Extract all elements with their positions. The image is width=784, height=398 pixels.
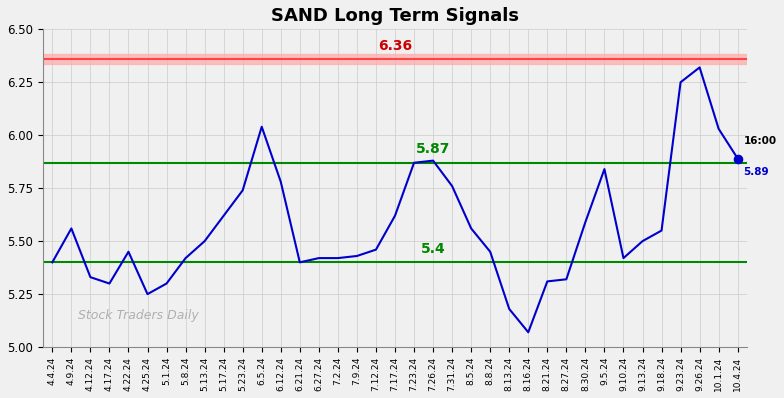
Title: SAND Long Term Signals: SAND Long Term Signals — [271, 7, 519, 25]
Text: 5.87: 5.87 — [416, 142, 450, 156]
Point — [731, 155, 744, 162]
Text: 5.4: 5.4 — [421, 242, 445, 256]
Text: 6.36: 6.36 — [378, 39, 412, 53]
Text: 16:00: 16:00 — [743, 136, 776, 146]
Text: 5.89: 5.89 — [743, 167, 769, 177]
Text: Stock Traders Daily: Stock Traders Daily — [78, 309, 199, 322]
Bar — [43, 54, 747, 64]
